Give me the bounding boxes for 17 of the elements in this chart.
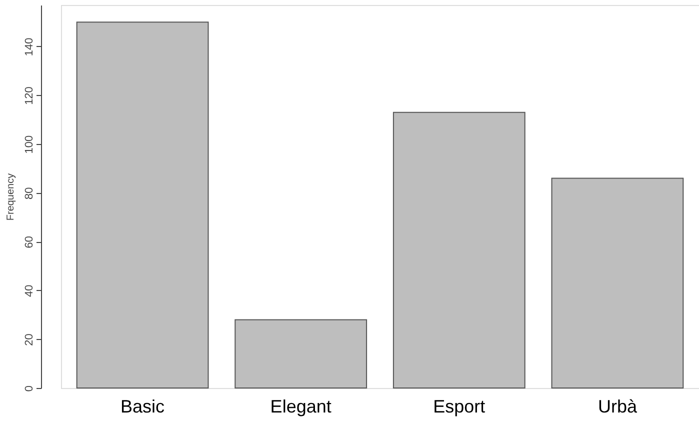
x-tick-label: Esport [433, 396, 486, 416]
bar [392, 112, 526, 388]
x-tick-label: Urbà [598, 396, 638, 416]
bar [234, 319, 368, 388]
x-tick-label: Elegant [270, 396, 332, 416]
y-tick-label: 0 [24, 385, 36, 392]
y-tick-label: 100 [24, 135, 36, 154]
y-tick-label: 40 [24, 284, 36, 298]
y-tick-label: 80 [24, 187, 36, 200]
y-tick-label: 60 [24, 236, 36, 248]
y-tick-label: 140 [24, 38, 36, 56]
x-tick-label: Basic [120, 396, 165, 416]
bar [76, 22, 209, 388]
y-tick-label: 20 [24, 334, 36, 346]
bar [551, 178, 684, 388]
y-axis-title: Frequency [6, 173, 16, 221]
y-tick-label: 120 [24, 86, 36, 105]
